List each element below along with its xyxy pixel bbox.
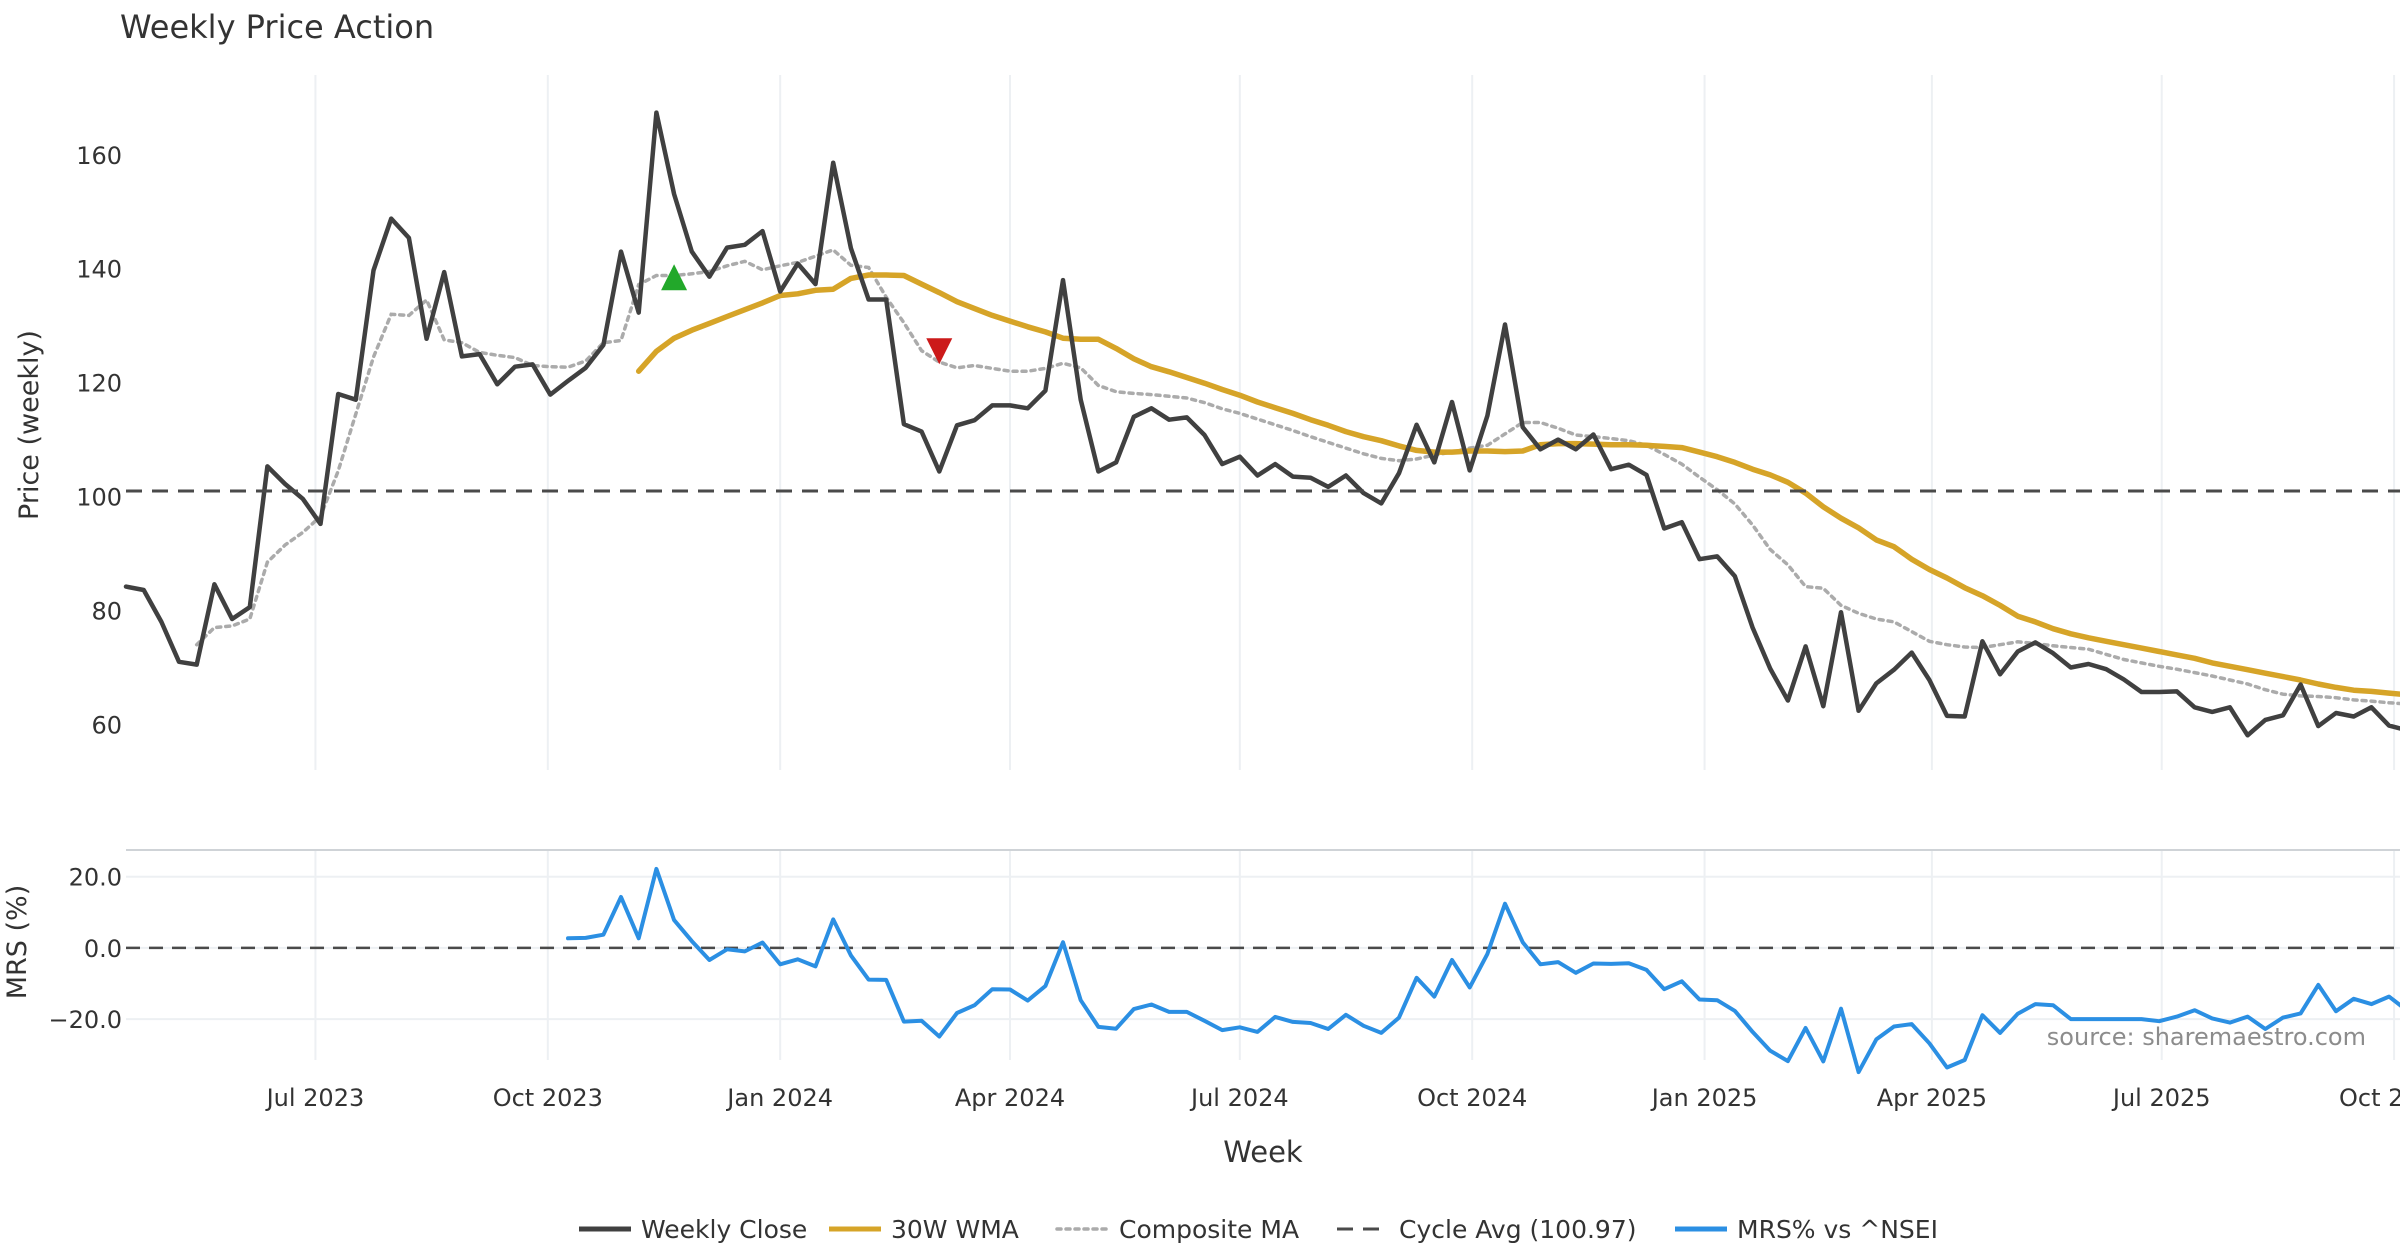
x-axis-label: Week bbox=[1223, 1135, 1303, 1169]
mrs-y-tick-label: −20.0 bbox=[48, 1006, 122, 1034]
x-tick-label: Jul 2024 bbox=[1189, 1084, 1289, 1112]
mrs-y-tick-label: 0.0 bbox=[84, 935, 122, 963]
mrs-y-tick-label: 20.0 bbox=[69, 864, 122, 892]
price-series-group bbox=[123, 110, 2400, 738]
price-y-tick-label: 100 bbox=[76, 484, 122, 512]
x-tick-label: Apr 2024 bbox=[955, 1084, 1065, 1112]
signal-markers bbox=[661, 264, 953, 365]
price-y-axis: 60 80 100 120 140 160 bbox=[76, 142, 122, 740]
buy-signal-marker bbox=[661, 264, 688, 291]
mrs-line bbox=[566, 866, 2400, 1075]
legend-label: 30W WMA bbox=[891, 1215, 1019, 1244]
legend-label: Cycle Avg (100.97) bbox=[1399, 1215, 1637, 1244]
legend-label: Composite MA bbox=[1119, 1215, 1299, 1244]
chart-title: Weekly Price Action bbox=[120, 8, 434, 46]
legend: Weekly Close 30W WMA Composite MA Cycle Avg… bbox=[579, 1215, 1938, 1244]
x-tick-label: Apr 2025 bbox=[1877, 1084, 1987, 1112]
source-note: source: sharemaestro.com bbox=[2047, 1023, 2366, 1051]
x-axis: Jul 2023 Oct 2023 Jan 2024 Apr 2024 Jul 2024… bbox=[265, 1084, 2400, 1112]
price-y-tick-label: 60 bbox=[91, 711, 122, 739]
composite-ma-line bbox=[194, 247, 2400, 706]
weekly-close-line bbox=[123, 110, 2400, 738]
x-tick-label: Oct 2025 bbox=[2339, 1084, 2400, 1112]
price-y-tick-label: 140 bbox=[76, 256, 122, 284]
x-tick-label: Jul 2023 bbox=[265, 1084, 365, 1112]
mrs-y-axis-label: MRS (%) bbox=[2, 885, 33, 1000]
price-y-tick-label: 160 bbox=[76, 142, 122, 170]
mrs-y-axis: 20.0 0.0 −20.0 bbox=[48, 864, 122, 1034]
mrs-series-group bbox=[126, 866, 2400, 1075]
price-y-tick-label: 120 bbox=[76, 370, 122, 398]
sell-signal-marker bbox=[926, 338, 953, 365]
x-tick-label: Jan 2024 bbox=[725, 1084, 833, 1112]
price-y-axis-label: Price (weekly) bbox=[14, 330, 45, 520]
price-gridlines bbox=[314, 75, 2396, 770]
x-tick-label: Oct 2024 bbox=[1417, 1084, 1527, 1112]
price-y-tick-label: 80 bbox=[91, 597, 122, 625]
x-tick-label: Jul 2025 bbox=[2111, 1084, 2211, 1112]
x-tick-label: Oct 2023 bbox=[493, 1084, 603, 1112]
legend-label: Weekly Close bbox=[641, 1215, 807, 1244]
legend-label: MRS% vs ^NSEI bbox=[1737, 1215, 1938, 1244]
x-tick-label: Jan 2025 bbox=[1650, 1084, 1758, 1112]
